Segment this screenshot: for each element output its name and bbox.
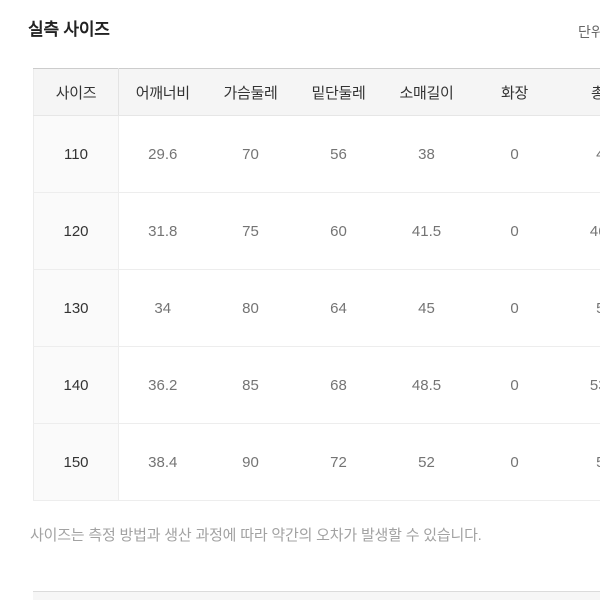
table-cell: 0 — [470, 346, 559, 424]
size-cell: 150 — [33, 423, 119, 501]
table-cell: 52 — [382, 423, 471, 501]
size-cell: 130 — [33, 269, 119, 347]
table-row: 140 36.2 85 68 48.5 0 53.5 — [33, 346, 600, 424]
column-header-hwajang: 화장 — [470, 68, 559, 116]
table-cell: 29.6 — [118, 115, 207, 193]
table-cell: 80 — [206, 269, 295, 347]
table-cell: 68 — [294, 346, 383, 424]
next-table-header-partial — [33, 591, 600, 600]
section-title: 실측 사이즈 — [28, 20, 110, 39]
size-table: 사이즈 어깨너비 가슴둘레 밑단둘레 소매길이 화장 총장 110 29.6 7… — [33, 68, 600, 501]
table-cell: 48.5 — [382, 346, 471, 424]
table-cell: 38 — [382, 115, 471, 193]
size-cell: 110 — [33, 115, 119, 193]
table-row: 120 31.8 75 60 41.5 0 46.5 — [33, 192, 600, 270]
table-cell: 85 — [206, 346, 295, 424]
table-cell: 0 — [470, 423, 559, 501]
table-cell: 46.5 — [558, 192, 600, 270]
table-cell: 34 — [118, 269, 207, 347]
table-cell: 56 — [294, 115, 383, 193]
table-cell: 70 — [206, 115, 295, 193]
table-cell: 41.5 — [382, 192, 471, 270]
table-cell: 0 — [470, 115, 559, 193]
size-tolerance-note: 사이즈는 측정 방법과 생산 과정에 따라 약간의 오차가 발생할 수 있습니다… — [30, 527, 482, 544]
table-row: 130 34 80 64 45 0 50 — [33, 269, 600, 347]
column-header-size: 사이즈 — [33, 68, 119, 116]
table-cell: 45 — [382, 269, 471, 347]
table-cell: 31.8 — [118, 192, 207, 270]
table-cell: 38.4 — [118, 423, 207, 501]
table-cell: 0 — [470, 192, 559, 270]
table-cell: 57 — [558, 423, 600, 501]
column-header-hem: 밑단둘레 — [294, 68, 383, 116]
column-header-total-length: 총장 — [558, 68, 600, 116]
table-row: 110 29.6 70 56 38 0 43 — [33, 115, 600, 193]
table-cell: 60 — [294, 192, 383, 270]
table-cell: 72 — [294, 423, 383, 501]
table-cell: 75 — [206, 192, 295, 270]
table-row: 150 38.4 90 72 52 0 57 — [33, 423, 600, 501]
size-cell: 120 — [33, 192, 119, 270]
table-cell: 64 — [294, 269, 383, 347]
column-header-sleeve: 소매길이 — [382, 68, 471, 116]
unit-label: 단위 : cm — [578, 24, 600, 40]
table-cell: 36.2 — [118, 346, 207, 424]
column-header-shoulder: 어깨너비 — [118, 68, 207, 116]
column-header-chest: 가슴둘레 — [206, 68, 295, 116]
table-cell: 53.5 — [558, 346, 600, 424]
table-cell: 50 — [558, 269, 600, 347]
size-cell: 140 — [33, 346, 119, 424]
table-cell: 90 — [206, 423, 295, 501]
table-header-row: 사이즈 어깨너비 가슴둘레 밑단둘레 소매길이 화장 총장 — [33, 68, 600, 116]
table-cell: 0 — [470, 269, 559, 347]
table-cell: 43 — [558, 115, 600, 193]
